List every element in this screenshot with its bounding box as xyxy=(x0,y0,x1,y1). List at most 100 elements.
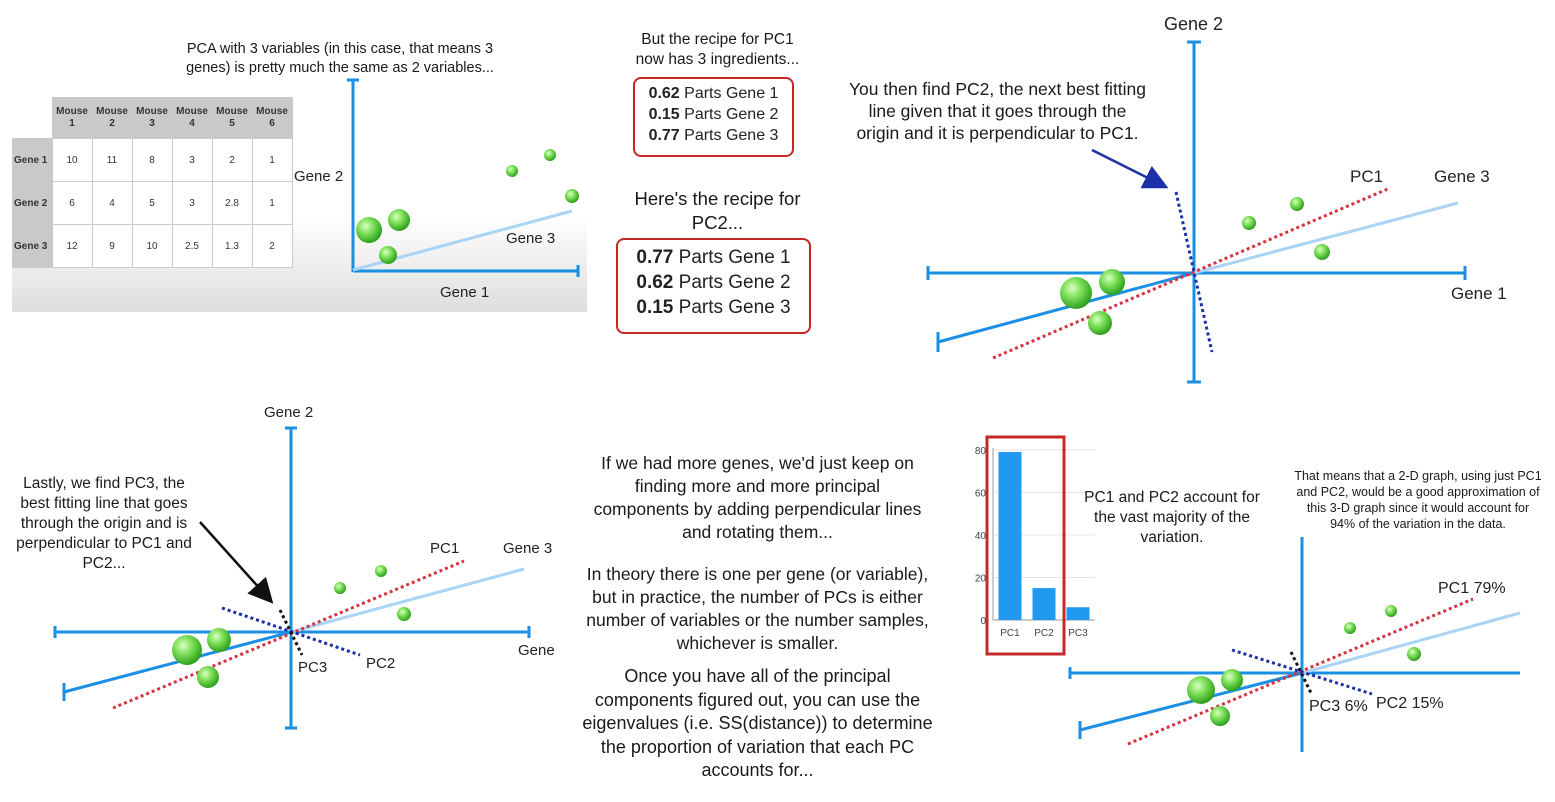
scree-caption: PC1 and PC2 account for the vast majorit… xyxy=(1084,489,1260,546)
table-row: Gene 1 10 11 8 3 2 1 xyxy=(12,138,293,182)
table-cell: 2.8 xyxy=(211,181,253,225)
table-cell: 11 xyxy=(91,138,133,182)
scree-y-tick-label: 20 xyxy=(975,573,987,584)
pc3-label: PC3 xyxy=(298,659,327,676)
table-cell: 2.5 xyxy=(171,224,213,268)
data-point xyxy=(1242,216,1256,230)
data-point xyxy=(1385,605,1397,617)
table-corner xyxy=(12,97,53,139)
pc2-line xyxy=(1231,648,1373,696)
recipe-item: 0.62 Parts Gene 1 xyxy=(648,85,779,102)
data-point xyxy=(388,209,410,231)
data-point xyxy=(1187,676,1215,704)
scree-x-tick-label: PC2 xyxy=(1034,628,1054,639)
theory-paragraph: In theory there is one per gene (or vari… xyxy=(586,564,929,653)
data-point xyxy=(1290,197,1304,211)
panel4-caption: Lastly, we find PC3, the best fitting li… xyxy=(16,475,192,572)
caption-arrow xyxy=(199,521,274,604)
data-point xyxy=(506,165,518,177)
scree-bars xyxy=(998,451,1090,620)
panel4-diagram: Gene 2 PC1 Gene 3 Gene PC2 PC3 xyxy=(53,404,555,730)
data-point xyxy=(375,565,387,577)
gene3-axis-front xyxy=(63,630,292,694)
data-point xyxy=(379,246,397,264)
more-genes-paragraph: If we had more genes, we'd just keep on … xyxy=(593,453,922,542)
table-cell: 1 xyxy=(251,181,293,225)
scree-y-tick-label: 80 xyxy=(975,446,987,457)
pc1-label: PC1 79% xyxy=(1438,580,1506,597)
data-point xyxy=(197,666,219,688)
gene3-axis-label: Gene 3 xyxy=(506,230,555,247)
data-point xyxy=(172,635,202,665)
gene2-axis-label: Gene 2 xyxy=(294,168,343,185)
data-point xyxy=(1344,622,1356,634)
pc1-label: PC1 xyxy=(430,540,459,557)
gene3-axis-back xyxy=(1301,611,1521,675)
data-point xyxy=(397,607,411,621)
gene3-axis-label: Gene 3 xyxy=(503,540,552,557)
scree-x-tick-label: PC3 xyxy=(1068,628,1088,639)
data-point xyxy=(356,217,382,243)
table-cell: 2 xyxy=(211,138,253,182)
gene3-axis-front xyxy=(937,271,1195,344)
gene3-axis-back xyxy=(290,567,525,634)
gene1-axis-label: Gene xyxy=(518,642,555,659)
panel6-caption: That means that a 2-D graph, using just … xyxy=(1294,469,1542,531)
pc1-recipe-box: 0.62 Parts Gene 1 0.15 Parts Gene 2 0.77… xyxy=(633,77,794,157)
scree-bar-pc1 xyxy=(998,451,1022,620)
gene3-axis-back xyxy=(1193,201,1459,275)
pc2-recipe-box: 0.77 Parts Gene 1 0.62 Parts Gene 2 0.15… xyxy=(616,238,811,334)
recipe2-caption: Here's the recipe for PC2... xyxy=(634,188,801,233)
scree-bar-pc3 xyxy=(1066,607,1090,620)
pc2-label: PC2 15% xyxy=(1376,695,1444,712)
data-point xyxy=(1210,706,1230,726)
data-point xyxy=(565,189,579,203)
caption-arrow xyxy=(1091,148,1169,189)
table-cell: 6 xyxy=(51,181,93,225)
data-point xyxy=(1407,647,1421,661)
column-header: Mouse 5 xyxy=(211,97,253,139)
column-header: Mouse 3 xyxy=(131,97,173,139)
recipe-item: 0.15 Parts Gene 2 xyxy=(648,106,779,123)
eigenvalues-paragraph: Once you have all of the principal compo… xyxy=(582,666,933,780)
data-point xyxy=(334,582,346,594)
pc3-line xyxy=(1289,651,1314,696)
table-cell: 4 xyxy=(91,181,133,225)
data-point xyxy=(1088,311,1112,335)
scree-y-tick-label: 0 xyxy=(980,616,986,627)
table-cell: 9 xyxy=(91,224,133,268)
data-point xyxy=(1314,244,1330,260)
scree-plot: 0 20 40 60 80 PC1 PC2 PC3 xyxy=(975,435,1095,656)
data-point xyxy=(1099,269,1125,295)
panel3-caption: You then find PC2, the next best fitting… xyxy=(848,79,1147,143)
data-point xyxy=(1221,669,1243,691)
gene2-axis-label: Gene 2 xyxy=(264,404,313,421)
panel6-diagram: PC1 79% PC2 15% PC3 6% xyxy=(1068,537,1521,752)
scree-x-tick-label: PC1 xyxy=(1000,628,1020,639)
scree-y-tick-label: 60 xyxy=(975,488,987,499)
recipe-item: 0.77 Parts Gene 3 xyxy=(648,127,779,144)
column-header: Mouse 4 xyxy=(171,97,213,139)
table-header-row: Mouse 1 Mouse 2 Mouse 3 Mouse 4 Mouse 5 … xyxy=(12,97,293,139)
table-row: Gene 2 6 4 5 3 2.8 1 xyxy=(12,181,293,225)
recipe1-caption: But the recipe for PC1 now has 3 ingredi… xyxy=(635,31,800,68)
table-cell: 10 xyxy=(131,224,173,268)
table-cell: 10 xyxy=(51,138,93,182)
gene3-axis-front xyxy=(1079,671,1303,732)
pc3-line xyxy=(278,609,304,656)
scree-y-ticks: 0 20 40 60 80 xyxy=(975,446,987,627)
table-cell: 1.3 xyxy=(211,224,253,268)
gene1-axis-label: Gene 1 xyxy=(440,284,489,301)
gene3-axis-label: Gene 3 xyxy=(1434,167,1490,186)
gene-data-table: Mouse 1 Mouse 2 Mouse 3 Mouse 4 Mouse 5 … xyxy=(12,97,293,268)
scree-y-tick-label: 40 xyxy=(975,531,987,542)
panel3-diagram: Gene 2 PC1 Gene 3 Gene 1 xyxy=(926,14,1507,384)
pc1-line xyxy=(112,559,465,710)
recipe-item: 0.15 Parts Gene 3 xyxy=(636,297,791,318)
recipe-item: 0.62 Parts Gene 2 xyxy=(636,272,791,293)
pc3-label: PC3 6% xyxy=(1309,698,1368,715)
scree-bar-pc2 xyxy=(1032,588,1056,620)
data-point xyxy=(207,628,231,652)
data-point xyxy=(544,149,556,161)
